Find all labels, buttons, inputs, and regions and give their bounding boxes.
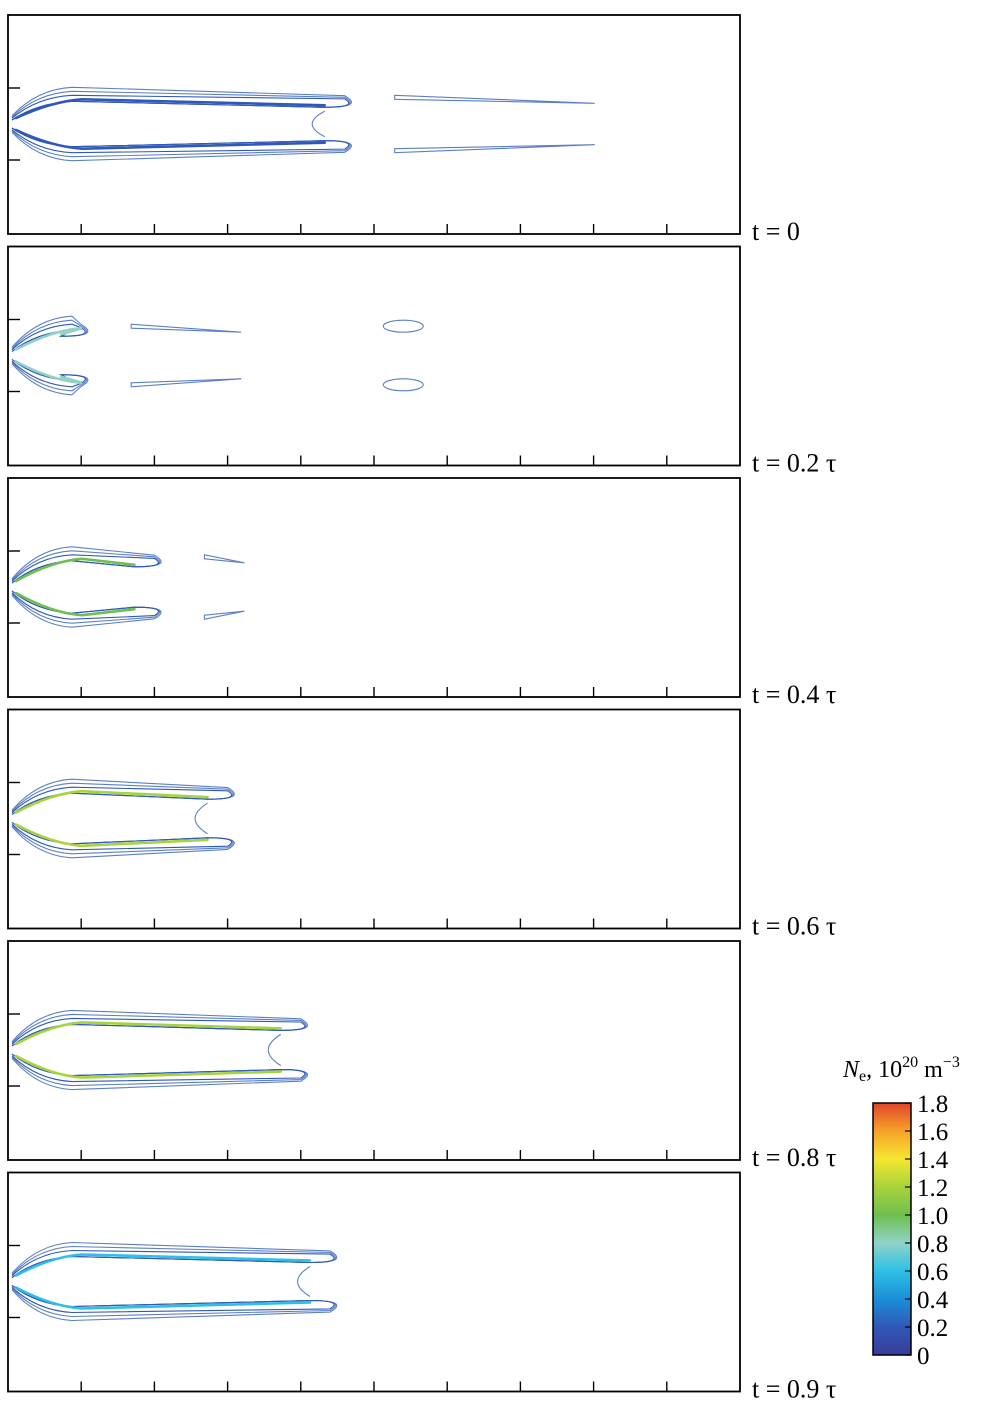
contour-tail: [130, 323, 242, 333]
contour-tail: [394, 94, 595, 104]
contour-tail: [394, 144, 595, 154]
colorbar-tick-label: 1.2: [917, 1175, 948, 1202]
contour-line: [11, 94, 350, 121]
contour-tail: [203, 610, 245, 620]
panel: t = 0.4 τ: [7, 477, 836, 709]
contour-core: [14, 591, 136, 617]
panel-frame: [7, 14, 741, 235]
panel-time-label: t = 0.9 τ: [752, 1375, 836, 1404]
contour-core: [14, 1021, 283, 1046]
contour-core: [14, 128, 327, 151]
contour-line: [11, 1053, 306, 1083]
panel-time-label: t = 0.6 τ: [752, 912, 836, 941]
contour-tail: [203, 554, 245, 564]
contour-core: [14, 1054, 283, 1079]
colorbar-tick-label: 1.8: [917, 1091, 948, 1118]
contour-line: [11, 554, 159, 584]
contour-core: [14, 789, 209, 814]
panel-frame: [7, 708, 741, 930]
panel: t = 0.8 τ: [7, 940, 836, 1172]
contour-line: [11, 822, 233, 851]
panel: t = 0: [7, 14, 800, 246]
colorbar-ticks: 1.81.61.41.21.00.80.60.40.20: [905, 1091, 949, 1370]
contour-core: [14, 97, 327, 120]
colorbar-tick-label: 0.8: [917, 1231, 948, 1258]
panel-frame: [7, 1171, 741, 1393]
contour-line: [11, 786, 233, 815]
contour-core: [14, 557, 136, 583]
contour-group: [11, 86, 595, 162]
contour-front: [267, 1033, 282, 1067]
colorbar-title-units2: m: [918, 1057, 943, 1083]
contour-front: [311, 110, 325, 138]
contour-panels: t = 0 t = 0.2 τ t = 0.4 τ t = 0.6 τ t = 0.8 …: [7, 14, 836, 1404]
colorbar-title-subscript: e: [859, 1068, 866, 1085]
contour-group: [11, 546, 245, 628]
colorbar: Ne, 1020 m−3 1.81.61.41.21.00.80.60.40.2…: [842, 1054, 960, 1370]
colorbar-title-units: , 10: [866, 1057, 902, 1083]
contour-core: [14, 823, 209, 848]
panel: t = 0.6 τ: [7, 708, 836, 941]
contour-line: [11, 359, 86, 388]
colorbar-tick-label: 1.6: [917, 1119, 948, 1146]
panel-frame: [7, 940, 741, 1161]
contour-blob: [382, 319, 424, 333]
contour-line: [11, 127, 350, 154]
contour-group: [11, 778, 235, 859]
contour-tail: [130, 378, 242, 388]
contour-line: [11, 1285, 335, 1314]
colorbar-tick-label: 0.6: [917, 1259, 948, 1286]
contour-front: [297, 1266, 311, 1297]
panel: t = 0.9 τ: [7, 1171, 836, 1404]
contour-core: [14, 1253, 312, 1277]
contour-line: [11, 1017, 306, 1047]
colorbar-title-symbol: N: [842, 1057, 861, 1083]
contour-group: [11, 1241, 338, 1322]
colorbar-title-exponent2: −3: [943, 1054, 960, 1071]
contour-front: [194, 802, 208, 835]
panel-time-label: t = 0.2 τ: [752, 449, 836, 478]
contour-line: [11, 590, 159, 620]
contour-line: [11, 323, 86, 352]
panel: t = 0.2 τ: [7, 245, 836, 478]
contour-core: [14, 1286, 312, 1310]
contour-line: [11, 1249, 335, 1278]
contour-group: [11, 315, 424, 396]
panel-time-label: t = 0.8 τ: [752, 1143, 836, 1172]
panel-time-label: t = 0.4 τ: [752, 680, 836, 709]
colorbar-tick-label: 0.2: [917, 1315, 948, 1342]
colorbar-bar: [872, 1102, 912, 1356]
panel-frame: [7, 245, 741, 467]
contour-core: [14, 326, 83, 351]
colorbar-tick-label: 1.0: [917, 1203, 948, 1230]
colorbar-tick-label: 0.4: [917, 1287, 949, 1314]
contour-core: [14, 360, 83, 385]
panel-time-label: t = 0: [752, 217, 800, 246]
colorbar-title-exponent: 20: [902, 1054, 918, 1071]
panel-frame: [7, 477, 741, 698]
colorbar-title: Ne, 1020 m−3: [842, 1054, 960, 1085]
contour-group: [11, 1009, 308, 1091]
colorbar-tick-label: 1.4: [917, 1147, 949, 1174]
contour-blob: [382, 378, 424, 392]
colorbar-tick-label: 0: [917, 1343, 930, 1370]
